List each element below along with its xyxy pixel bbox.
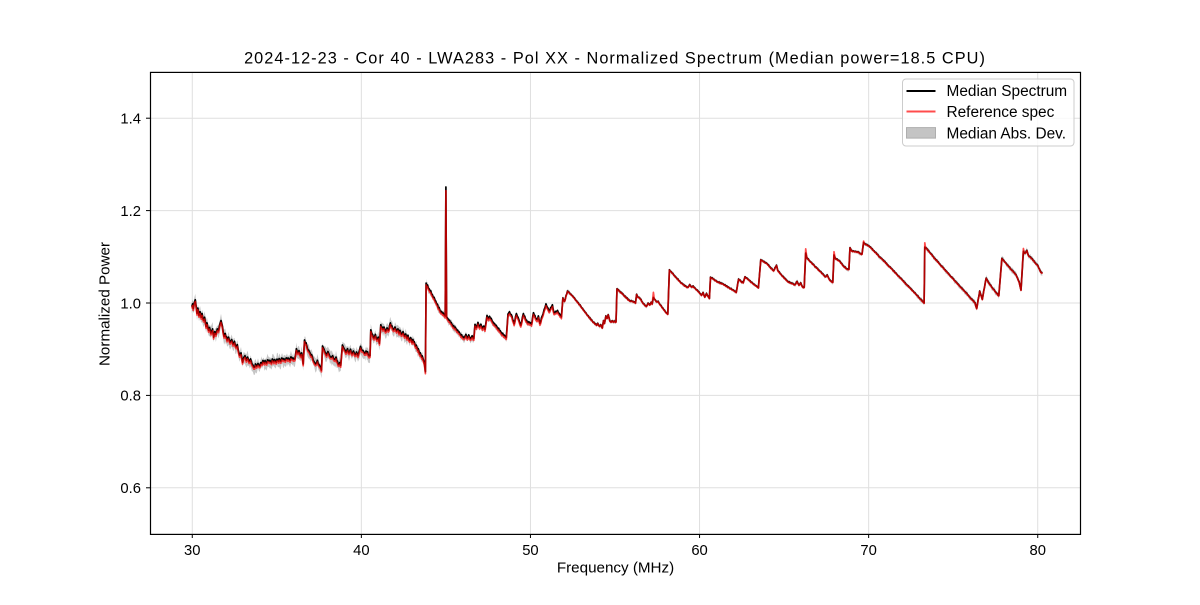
svg-text:30: 30 (184, 543, 200, 559)
svg-text:Reference spec: Reference spec (947, 104, 1055, 121)
svg-text:80: 80 (1029, 543, 1045, 559)
svg-text:0.6: 0.6 (120, 481, 141, 497)
svg-text:1.0: 1.0 (120, 296, 141, 312)
svg-text:70: 70 (860, 543, 876, 559)
svg-text:40: 40 (353, 543, 369, 559)
svg-text:1.4: 1.4 (120, 112, 141, 128)
svg-text:Median Spectrum: Median Spectrum (947, 83, 1068, 100)
svg-text:Normalized Power: Normalized Power (97, 242, 114, 366)
svg-text:60: 60 (691, 543, 707, 559)
svg-text:Frequency (MHz): Frequency (MHz) (557, 560, 674, 577)
svg-text:0.8: 0.8 (120, 389, 141, 405)
svg-text:Median Abs. Dev.: Median Abs. Dev. (947, 126, 1066, 143)
svg-text:2024-12-23 - Cor 40 - LWA283 -: 2024-12-23 - Cor 40 - LWA283 - Pol XX - … (244, 50, 986, 68)
svg-text:50: 50 (522, 543, 538, 559)
svg-text:1.2: 1.2 (120, 204, 141, 220)
